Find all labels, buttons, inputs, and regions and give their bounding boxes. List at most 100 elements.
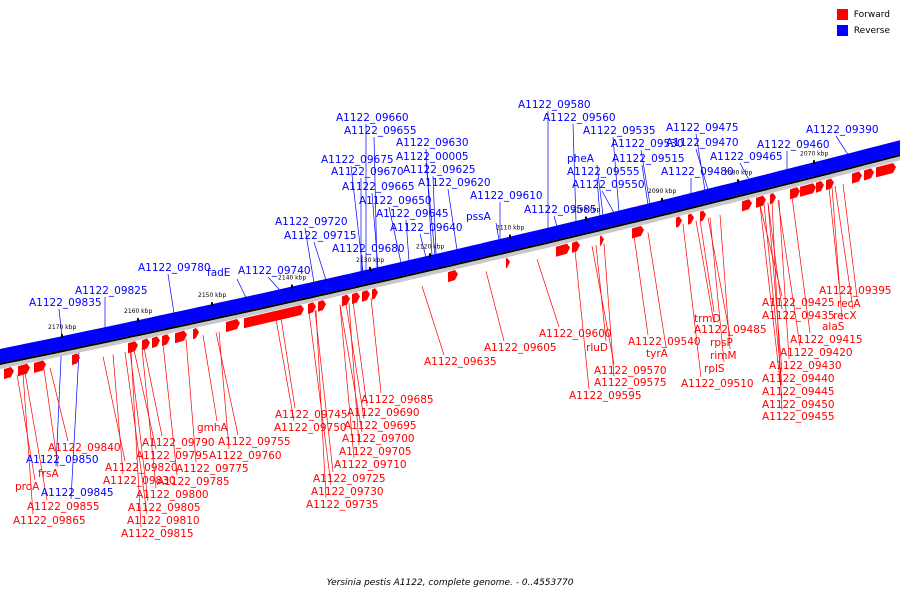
forward-gene-label: frsA xyxy=(38,468,59,480)
forward-leader xyxy=(778,200,790,360)
reverse-gene-label: A1122_09480 xyxy=(661,166,734,178)
tick-label: 2130 kbp xyxy=(356,257,384,264)
forward-leader xyxy=(143,347,163,437)
forward-gene xyxy=(142,338,150,351)
forward-gene xyxy=(362,290,370,302)
reverse-leader xyxy=(70,333,81,500)
forward-gene-label: A1122_09450 xyxy=(762,399,835,411)
reverse-gene-label: A1122_09845 xyxy=(41,487,114,499)
forward-leader xyxy=(831,186,843,321)
reverse-gene-label: A1122_09650 xyxy=(359,195,432,207)
forward-gene-label: recX xyxy=(833,310,857,322)
forward-gene-label: A1122_09695 xyxy=(344,420,417,432)
reverse-gene-label: A1122_09825 xyxy=(75,285,148,297)
forward-leader xyxy=(162,343,178,476)
forward-gene-label: A1122_09595 xyxy=(569,390,642,402)
forward-leader xyxy=(709,217,725,363)
forward-swatch xyxy=(836,9,848,20)
forward-leader xyxy=(339,304,355,459)
reverse-gene-label: A1122_09835 xyxy=(29,297,102,309)
reverse-leader xyxy=(419,233,427,258)
forward-gene xyxy=(175,330,187,344)
reverse-gene-label: A1122_09780 xyxy=(138,262,211,274)
forward-gene-label: gmhA xyxy=(197,422,229,434)
reverse-leader xyxy=(695,133,706,191)
forward-leader xyxy=(49,367,69,442)
forward-gene-label: A1122_09840 xyxy=(48,442,121,454)
reverse-leader xyxy=(236,278,247,298)
forward-gene xyxy=(800,183,816,197)
forward-gene-label: A1122_09855 xyxy=(27,501,100,513)
forward-gene-label: A1122_09540 xyxy=(628,336,701,348)
reverse-gene-label: A1122_09530 xyxy=(611,138,684,150)
forward-leader xyxy=(603,243,615,377)
forward-leader xyxy=(102,356,126,462)
reverse-gene-label: A1122_09715 xyxy=(284,230,357,242)
forward-gene-label: recA xyxy=(837,298,861,310)
reverse-leader xyxy=(55,337,63,467)
reverse-leader xyxy=(432,175,437,255)
reverse-gene-label: A1122_09640 xyxy=(390,222,463,234)
forward-gene xyxy=(128,341,138,354)
forward-gene xyxy=(372,288,378,300)
reverse-leader xyxy=(313,241,327,281)
position-ticks: 2170 kbp 2160 kbp 2150 kbp 2140 kbp 2130 kbp… xyxy=(48,150,828,339)
forward-leader xyxy=(16,374,36,481)
reverse-leader xyxy=(596,164,604,216)
forward-gene xyxy=(572,241,580,253)
forward-leader xyxy=(842,183,858,298)
reverse-leader xyxy=(371,192,379,269)
forward-gene xyxy=(308,302,316,315)
forward-gene-label: A1122_09745 xyxy=(275,409,348,421)
forward-gene-label: rluD xyxy=(586,342,608,354)
forward-gene-label: trmD xyxy=(694,313,721,325)
forward-gene xyxy=(352,292,360,305)
forward-leader xyxy=(130,350,142,528)
reverse-gene-label: A1122_09390 xyxy=(806,124,879,136)
genome-backbone xyxy=(0,140,900,369)
forward-leader xyxy=(308,311,332,486)
reverse-gene-label: A1122_09515 xyxy=(612,153,685,165)
forward-leader xyxy=(129,350,149,502)
forward-gene-label: A1122_09795 xyxy=(136,450,209,462)
reverse-leader xyxy=(835,135,849,155)
forward-leader xyxy=(828,187,840,285)
forward-gene-label: A1122_09440 xyxy=(762,373,835,385)
reverse-leader xyxy=(641,164,649,205)
reverse-gene-label: A1122_09560 xyxy=(543,112,616,124)
forward-gene xyxy=(244,304,304,329)
forward-gene-label: A1122_09705 xyxy=(339,446,412,458)
forward-leader xyxy=(133,349,157,450)
gene-features xyxy=(4,162,896,380)
reverse-gene-label: A1122_09625 xyxy=(403,164,476,176)
forward-leader xyxy=(314,310,334,473)
forward-gene-label: A1122_09600 xyxy=(539,328,612,340)
forward-leader xyxy=(22,373,34,515)
reverse-gene-label: fadE xyxy=(207,267,230,279)
forward-leader xyxy=(633,235,649,336)
forward-leader xyxy=(43,368,59,468)
backbone-shadow xyxy=(0,154,900,369)
forward-leader xyxy=(536,259,560,328)
forward-leader xyxy=(280,317,296,409)
reverse-leader xyxy=(739,162,750,180)
forward-leader xyxy=(215,332,239,436)
forward-gene xyxy=(162,334,170,347)
forward-leader xyxy=(791,196,811,334)
reverse-gene-label: A1122_09610 xyxy=(470,190,543,202)
forward-gene-label: A1122_09810 xyxy=(127,515,200,527)
reverse-gene-label: A1122_09645 xyxy=(376,208,449,220)
reverse-gene-label: A1122_09475 xyxy=(666,122,739,134)
forward-leader xyxy=(185,338,197,463)
reverse-leader xyxy=(388,206,402,264)
forward-gene xyxy=(448,269,458,283)
forward-gene xyxy=(770,193,776,205)
forward-gene xyxy=(506,257,510,269)
forward-leader xyxy=(574,250,590,390)
forward-gene-label: A1122_09800 xyxy=(136,489,209,501)
forward-gene-label: A1122_09415 xyxy=(790,334,863,346)
forward-gene-label: A1122_09775 xyxy=(176,463,249,475)
forward-gene xyxy=(226,319,240,333)
reverse-leader xyxy=(405,219,410,262)
tick-label: 2070 kbp xyxy=(800,150,828,157)
